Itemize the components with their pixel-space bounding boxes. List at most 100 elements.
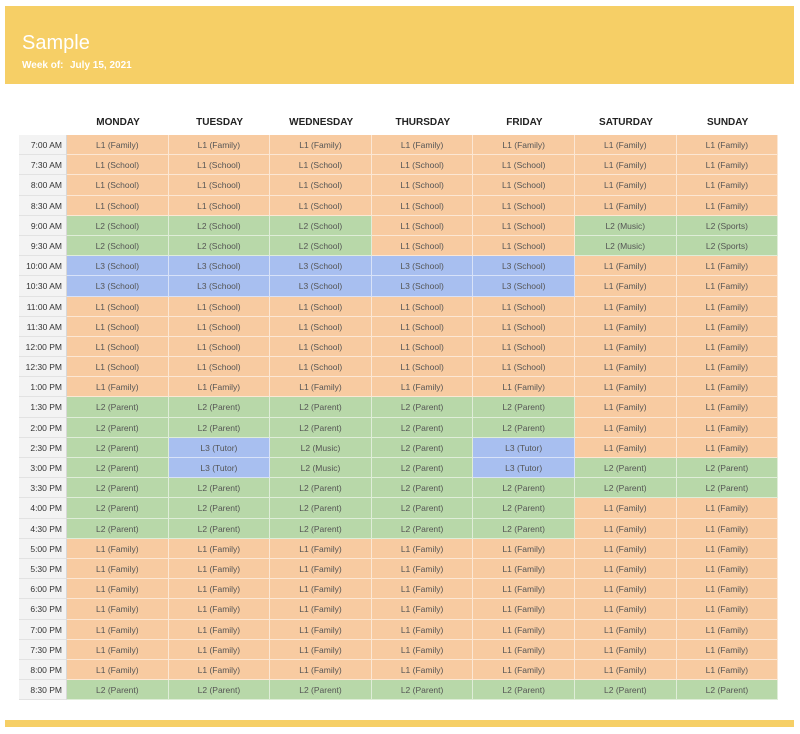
schedule-cell[interactable]: L1 (School) — [473, 316, 575, 337]
schedule-cell[interactable]: L1 (School) — [168, 175, 271, 196]
schedule-cell[interactable]: L1 (Family) — [676, 579, 779, 600]
schedule-cell[interactable]: L1 (Family) — [67, 619, 169, 640]
schedule-cell[interactable]: L1 (Family) — [371, 538, 474, 559]
schedule-cell[interactable]: L1 (Family) — [473, 619, 575, 640]
schedule-cell[interactable]: L1 (School) — [168, 195, 271, 216]
schedule-cell[interactable]: L1 (School) — [270, 336, 372, 358]
schedule-cell[interactable]: L3 (School) — [473, 256, 575, 277]
schedule-cell[interactable]: L1 (Family) — [575, 357, 677, 378]
schedule-cell[interactable]: L1 (Family) — [676, 639, 779, 660]
schedule-cell[interactable]: L1 (Family) — [575, 498, 677, 519]
schedule-cell[interactable]: L1 (School) — [67, 296, 169, 317]
schedule-cell[interactable]: L2 (Parent) — [575, 478, 677, 499]
schedule-cell[interactable]: L1 (Family) — [575, 175, 677, 196]
schedule-cell[interactable]: L1 (Family) — [67, 558, 169, 580]
schedule-cell[interactable]: L3 (Tutor) — [168, 437, 271, 458]
schedule-cell[interactable]: L1 (Family) — [676, 599, 779, 620]
schedule-cell[interactable]: L1 (Family) — [168, 659, 271, 681]
schedule-cell[interactable]: L2 (Parent) — [473, 417, 575, 438]
schedule-cell[interactable]: L1 (Family) — [575, 397, 677, 418]
schedule-cell[interactable]: L1 (Family) — [67, 579, 169, 600]
schedule-cell[interactable]: L3 (Tutor) — [473, 437, 575, 458]
schedule-cell[interactable]: L1 (Family) — [371, 639, 474, 660]
schedule-cell[interactable]: L2 (Parent) — [67, 417, 169, 438]
schedule-cell[interactable]: L1 (School) — [473, 296, 575, 317]
schedule-cell[interactable]: L1 (Family) — [371, 599, 474, 620]
schedule-cell[interactable]: L3 (School) — [473, 276, 575, 297]
schedule-cell[interactable]: L2 (Parent) — [67, 680, 169, 701]
schedule-cell[interactable]: L1 (Family) — [575, 659, 677, 681]
schedule-cell[interactable]: L1 (School) — [473, 155, 575, 176]
schedule-cell[interactable]: L1 (School) — [473, 195, 575, 216]
schedule-cell[interactable]: L1 (Family) — [676, 256, 779, 277]
schedule-cell[interactable]: L1 (School) — [473, 357, 575, 378]
schedule-cell[interactable]: L1 (Family) — [371, 619, 474, 640]
schedule-cell[interactable]: L2 (Music) — [575, 215, 677, 236]
schedule-cell[interactable]: L1 (Family) — [270, 639, 372, 660]
schedule-cell[interactable]: L1 (Family) — [168, 639, 271, 660]
schedule-cell[interactable]: L3 (School) — [168, 276, 271, 297]
schedule-cell[interactable]: L1 (School) — [67, 316, 169, 337]
schedule-cell[interactable]: L3 (Tutor) — [168, 458, 271, 479]
schedule-cell[interactable]: L1 (Family) — [168, 579, 271, 600]
schedule-cell[interactable]: L1 (Family) — [473, 579, 575, 600]
schedule-cell[interactable]: L2 (Parent) — [67, 518, 169, 539]
schedule-cell[interactable]: L1 (School) — [371, 215, 474, 236]
schedule-cell[interactable]: L1 (School) — [270, 175, 372, 196]
schedule-cell[interactable]: L1 (School) — [168, 316, 271, 337]
schedule-cell[interactable]: L2 (Parent) — [676, 458, 779, 479]
schedule-cell[interactable]: L1 (Family) — [676, 619, 779, 640]
schedule-cell[interactable]: L1 (Family) — [473, 659, 575, 681]
schedule-cell[interactable]: L1 (Family) — [270, 599, 372, 620]
schedule-cell[interactable]: L1 (Family) — [270, 135, 372, 156]
schedule-cell[interactable]: L1 (Family) — [168, 558, 271, 580]
schedule-cell[interactable]: L1 (Family) — [676, 175, 779, 196]
schedule-cell[interactable]: L1 (Family) — [371, 135, 474, 156]
schedule-cell[interactable]: L1 (Family) — [676, 518, 779, 539]
schedule-cell[interactable]: L1 (Family) — [575, 155, 677, 176]
schedule-cell[interactable]: L1 (School) — [371, 155, 474, 176]
schedule-cell[interactable]: L1 (Family) — [676, 498, 779, 519]
schedule-cell[interactable]: L2 (Music) — [270, 458, 372, 479]
schedule-cell[interactable]: L1 (Family) — [168, 619, 271, 640]
schedule-cell[interactable]: L1 (Family) — [676, 155, 779, 176]
schedule-cell[interactable]: L2 (Parent) — [67, 478, 169, 499]
schedule-cell[interactable]: L1 (Family) — [575, 558, 677, 580]
schedule-cell[interactable]: L3 (School) — [371, 256, 474, 277]
schedule-cell[interactable]: L1 (Family) — [371, 377, 474, 398]
schedule-cell[interactable]: L1 (Family) — [676, 316, 779, 337]
schedule-cell[interactable]: L1 (Family) — [575, 518, 677, 539]
schedule-cell[interactable]: L2 (Parent) — [168, 417, 271, 438]
schedule-cell[interactable]: L2 (Parent) — [168, 518, 271, 539]
schedule-cell[interactable]: L1 (Family) — [676, 538, 779, 559]
schedule-cell[interactable]: L3 (School) — [270, 276, 372, 297]
schedule-cell[interactable]: L1 (Family) — [575, 579, 677, 600]
schedule-cell[interactable]: L1 (School) — [371, 195, 474, 216]
schedule-cell[interactable]: L2 (Sports) — [676, 235, 779, 257]
schedule-cell[interactable]: L1 (Family) — [575, 135, 677, 156]
schedule-cell[interactable]: L1 (School) — [270, 155, 372, 176]
schedule-cell[interactable]: L1 (Family) — [270, 659, 372, 681]
schedule-cell[interactable]: L2 (School) — [168, 235, 271, 257]
schedule-cell[interactable]: L1 (Family) — [270, 538, 372, 559]
schedule-cell[interactable]: L1 (Family) — [168, 135, 271, 156]
schedule-cell[interactable]: L1 (Family) — [371, 558, 474, 580]
schedule-cell[interactable]: L1 (Family) — [575, 538, 677, 559]
schedule-cell[interactable]: L1 (Family) — [270, 579, 372, 600]
schedule-cell[interactable]: L1 (School) — [67, 175, 169, 196]
schedule-cell[interactable]: L2 (Parent) — [575, 458, 677, 479]
schedule-cell[interactable]: L1 (School) — [168, 155, 271, 176]
schedule-cell[interactable]: L1 (School) — [67, 336, 169, 358]
schedule-cell[interactable]: L1 (Family) — [67, 135, 169, 156]
schedule-cell[interactable]: L2 (Parent) — [168, 478, 271, 499]
schedule-cell[interactable]: L1 (Family) — [676, 276, 779, 297]
schedule-cell[interactable]: L1 (School) — [371, 235, 474, 257]
schedule-cell[interactable]: L2 (Music) — [270, 437, 372, 458]
schedule-cell[interactable]: L3 (School) — [270, 256, 372, 277]
schedule-cell[interactable]: L1 (School) — [473, 235, 575, 257]
schedule-cell[interactable]: L2 (School) — [270, 215, 372, 236]
schedule-cell[interactable]: L1 (School) — [270, 357, 372, 378]
schedule-cell[interactable]: L1 (Family) — [575, 256, 677, 277]
schedule-cell[interactable]: L2 (Parent) — [371, 437, 474, 458]
schedule-cell[interactable]: L1 (Family) — [676, 558, 779, 580]
